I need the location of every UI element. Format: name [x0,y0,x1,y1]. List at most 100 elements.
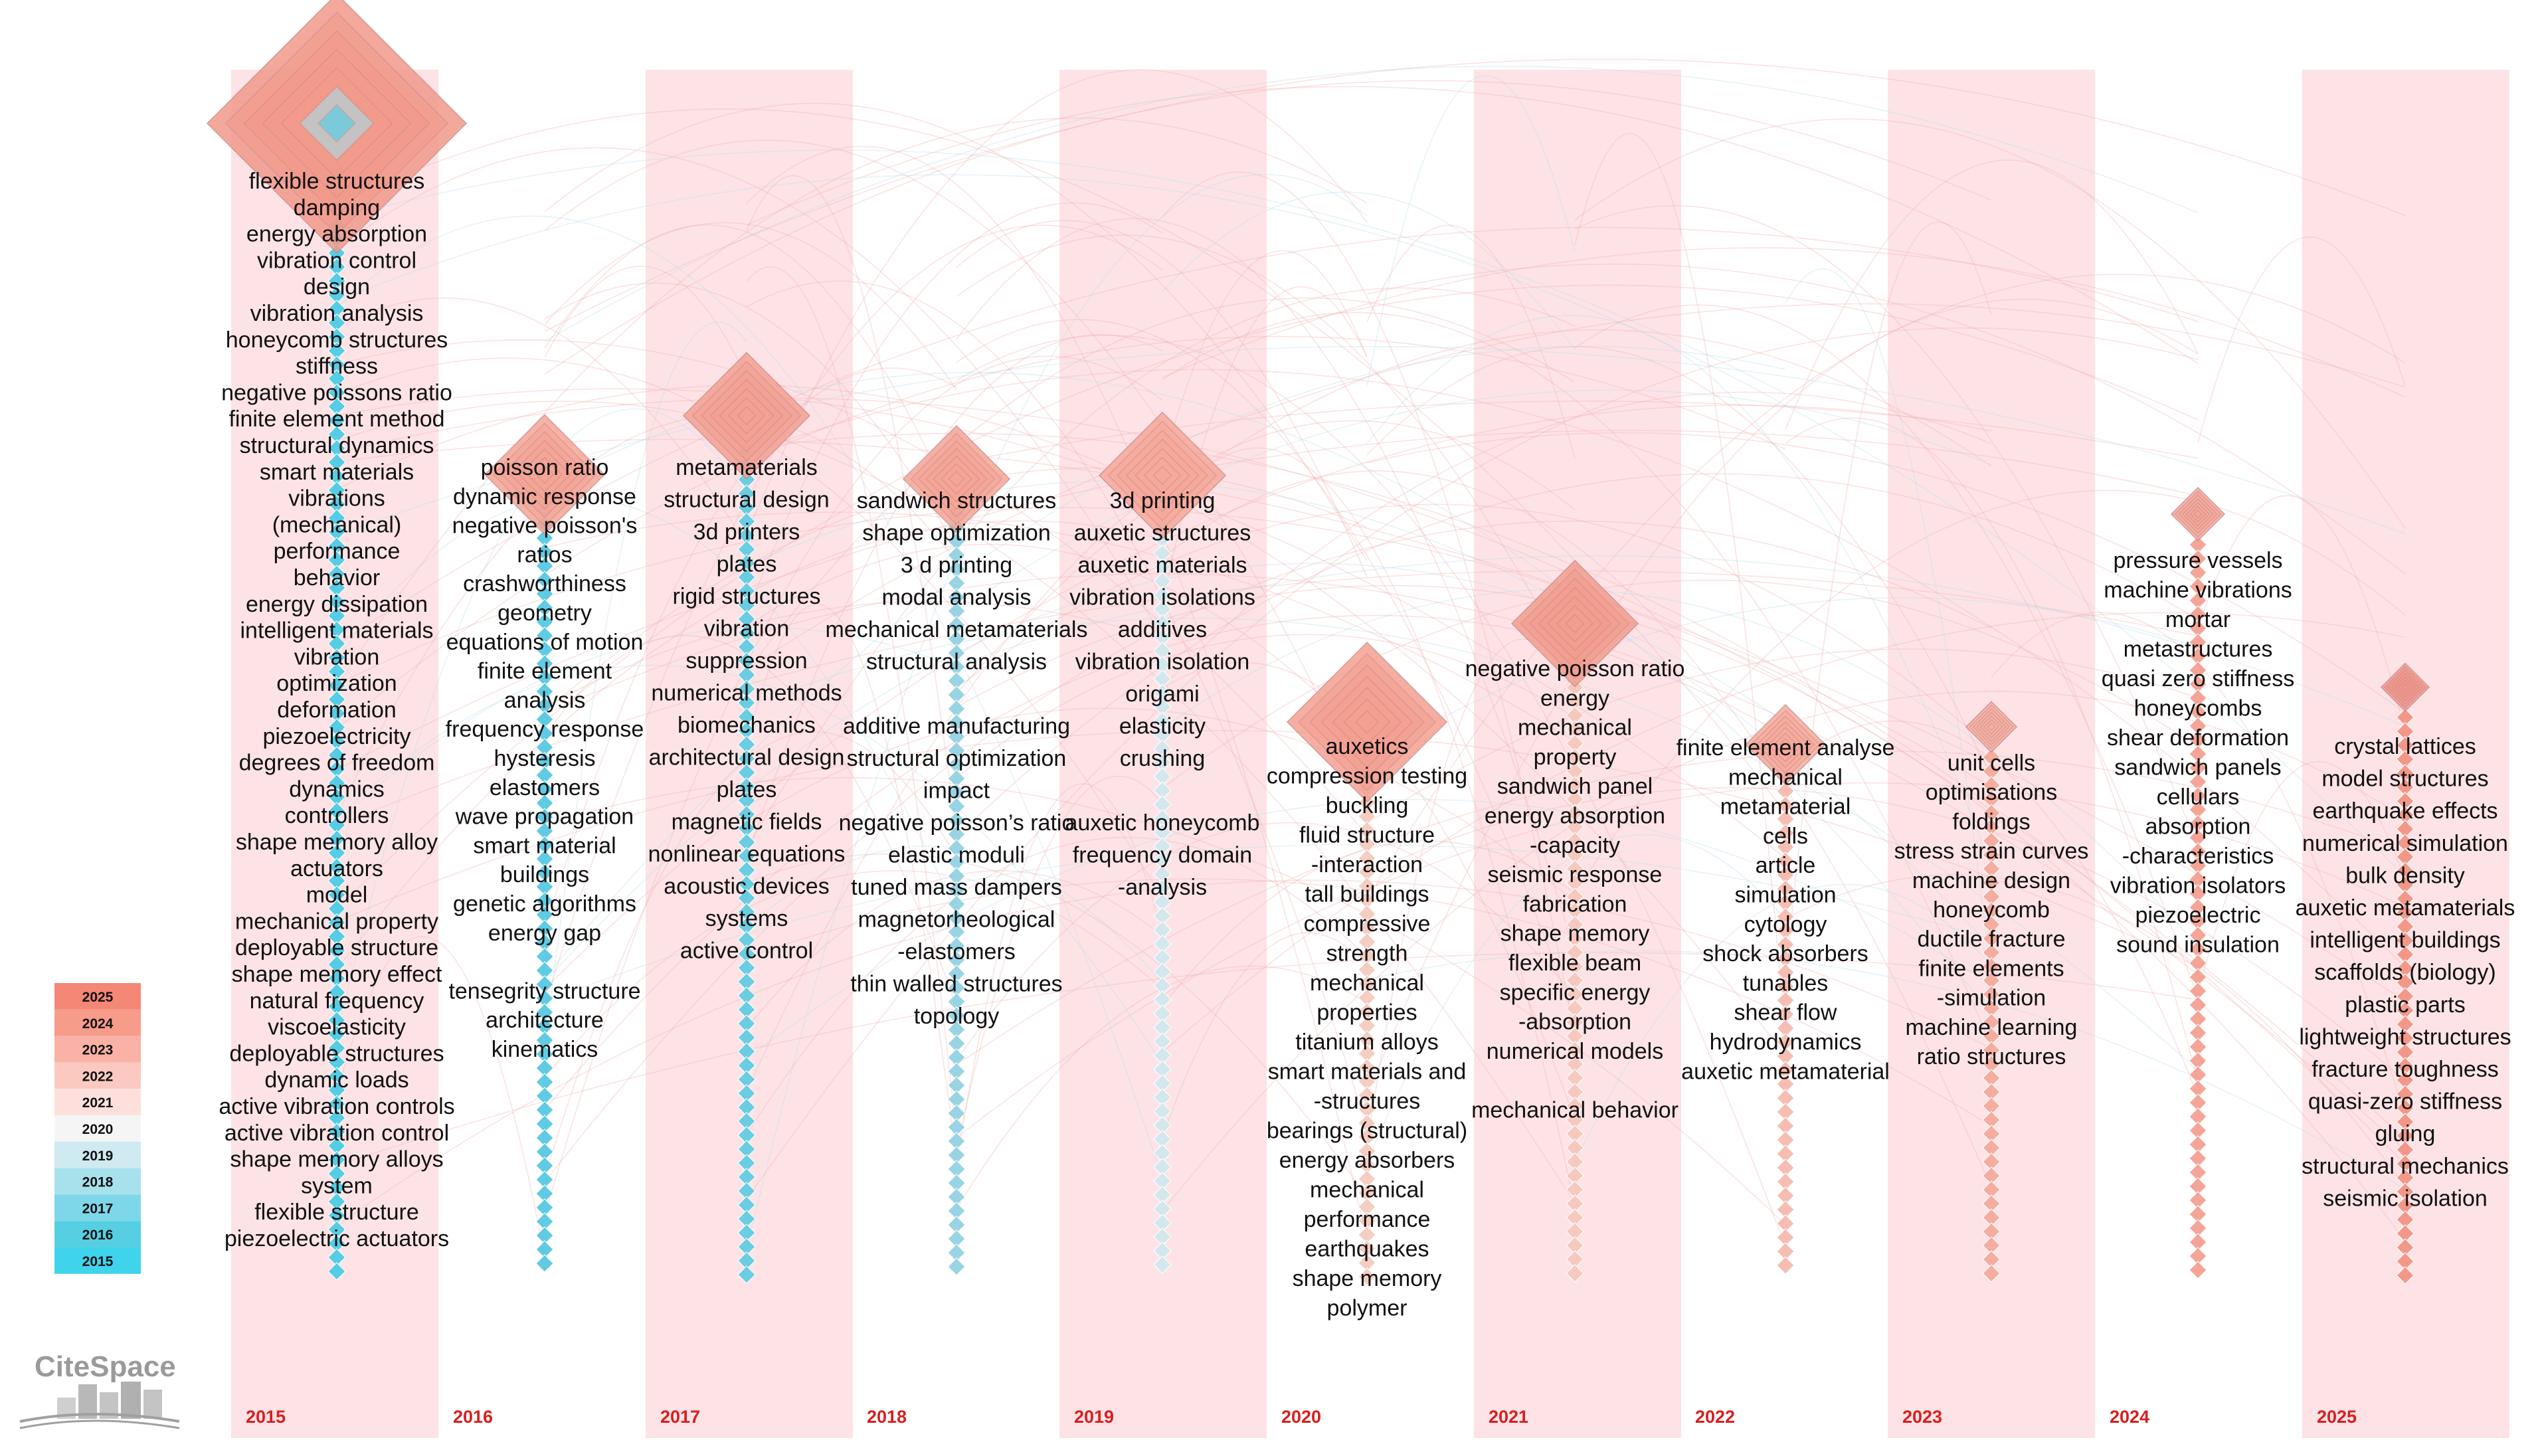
legend-swatch [54,1194,141,1222]
co-occurrence-link [746,327,2199,1200]
keyword-label: gluing [2375,1121,2436,1146]
keyword-label: auxetics [1326,734,1409,759]
keyword-label: systems [705,906,788,931]
year-label-2021: 2021 [1489,1407,1528,1427]
hub-keyword-node[interactable] [737,406,757,426]
legend-swatch [54,1221,141,1247]
keyword-label: buckling [1326,793,1409,818]
keyword-label: additives [1118,617,1207,642]
keyword-label: honeycombs [2134,696,2262,721]
keyword-node[interactable] [1566,1264,1584,1283]
co-occurrence-link [746,853,1368,1198]
hub-keyword-node[interactable] [1565,614,1585,634]
keyword-label: elasticity [1119,714,1206,739]
keyword-node[interactable] [947,1257,966,1276]
hub-keyword-node[interactable] [2401,683,2410,691]
co-occurrence-link [1785,268,1992,977]
keyword-node[interactable] [1982,1264,2001,1283]
keyword-column-2016 [484,414,606,1273]
legend-year-label: 2024 [82,1016,114,1032]
co-occurrence-link [746,543,1368,742]
keyword-label: foldings [1952,809,2030,834]
keyword-label: sandwich structures [857,488,1056,513]
keyword-node[interactable] [327,1262,346,1281]
keyword-label: rigid structures [673,584,821,609]
keyword-label: piezoelectricity [263,724,411,749]
keyword-node[interactable] [737,1265,756,1284]
co-occurrence-link [956,389,1992,612]
co-occurrence-link [746,202,1163,614]
keyword-label: origami [1125,682,1199,707]
keyword-label: active vibration control [225,1121,449,1146]
keyword-label: negative poisson ratio [1465,656,1685,682]
keyword-label: auxetic structures [1074,521,1251,546]
co-occurrence-link [956,775,1163,1150]
co-occurrence-link [1366,315,1992,867]
keyword-label: 3d printing [1110,488,1216,513]
keyword-label: cytology [1744,912,1827,937]
keyword-label: absorption [2145,814,2251,840]
keyword-label: actuators [290,856,383,881]
keyword-node[interactable] [2396,1266,2414,1285]
co-occurrence-link [956,782,2406,1138]
hub-keyword-node[interactable] [948,470,965,488]
keyword-label: fracture toughness [2312,1057,2499,1082]
keyword-label: numerical methods [651,681,842,706]
legend-year-label: 2016 [82,1228,114,1243]
hub-keyword-node[interactable] [1354,709,1380,735]
keyword-node[interactable] [1776,1256,1795,1275]
co-occurrence-link [746,333,1163,858]
hub-keyword-node[interactable] [1152,466,1172,486]
co-occurrence-link [746,145,1368,1239]
hub-keyword-node[interactable] [2193,509,2203,519]
keyword-label: -capacity [1530,833,1620,858]
co-occurrence-link [746,604,957,1161]
keyword-label: buildings [500,862,589,887]
co-occurrence-link [1162,312,1992,1046]
co-occurrence-link [544,520,1992,1183]
keyword-node[interactable] [2189,1261,2207,1279]
co-occurrence-link [336,345,2406,536]
co-occurrence-link [336,108,1786,814]
hub-keyword-node[interactable] [1987,722,1996,731]
keyword-label: smart material [473,833,616,858]
legend-swatch [54,1009,141,1036]
co-occurrence-link [1574,205,2199,847]
legend-year-label: 2015 [82,1254,114,1269]
keyword-label: topology [914,1004,1000,1029]
co-occurrence-link [1162,612,2406,1053]
keyword-label: -interaction [1311,852,1423,877]
co-occurrence-link [1785,159,2199,430]
keyword-label: deformation [277,697,397,723]
keyword-label: modal analysis [882,585,1032,610]
year-label-2024: 2024 [2110,1407,2149,1427]
legend-swatch [54,983,141,1010]
keyword-node[interactable] [1153,1255,1172,1274]
hub-keyword-node[interactable] [535,465,554,484]
keyword-label: energy gap [488,921,601,946]
keyword-node[interactable] [535,1254,554,1273]
co-occurrence-link [746,266,957,1136]
keyword-label: elastomers [490,775,600,800]
keyword-label: design [304,274,370,300]
co-occurrence-link [336,227,2199,646]
co-occurrence-link [956,319,1576,1021]
keyword-label: sandwich panels [2114,755,2281,780]
co-occurrence-link [544,405,1992,990]
keyword-label: smart materials [260,460,414,485]
keyword-label: earthquake effects [2312,798,2497,824]
keyword-label: energy absorbers [1279,1148,1455,1173]
keyword-label: unit cells [1948,751,2035,776]
year-labels: 2015 2016 2017 2018 2019 2020 2021 2022 2023 2024… [246,1407,2357,1427]
keyword-label: genetic algorithms [453,891,636,917]
legend-swatch [54,1247,141,1274]
keyword-label: structural optimization [847,746,1067,771]
keyword-label: viscoelasticity [268,1015,406,1040]
keyword-label: 3 d printing [901,553,1012,578]
keyword-label: wave propagation [455,804,634,830]
keyword-node[interactable] [1358,1267,1376,1286]
keyword-label: shape memory [1293,1266,1442,1291]
hub-keyword-node[interactable] [1779,738,1792,751]
hub-keyword-node[interactable] [318,104,356,143]
co-occurrence-link [544,80,1992,375]
